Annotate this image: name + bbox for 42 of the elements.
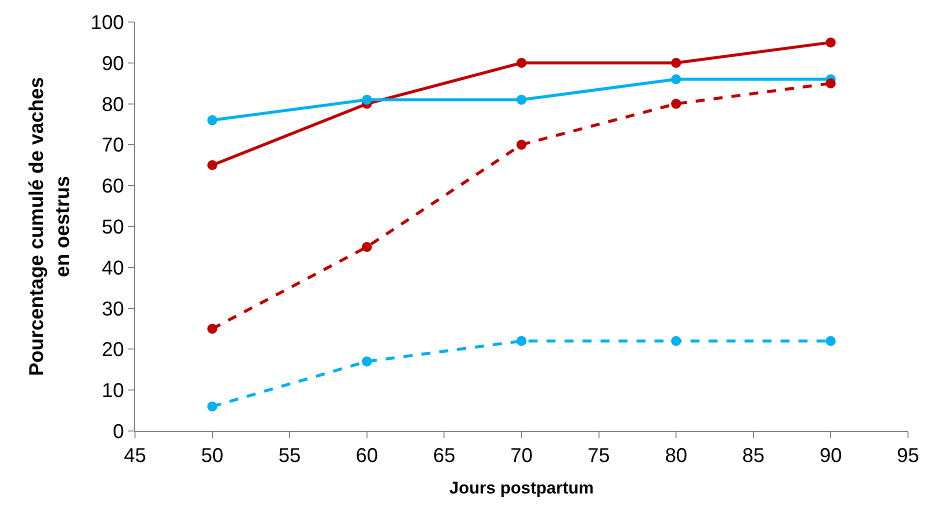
point <box>516 58 526 68</box>
y-tick-label: 100 <box>90 12 124 34</box>
point <box>362 356 372 366</box>
x-tick-label: 55 <box>278 445 301 467</box>
y-tick-label: 90 <box>102 52 124 75</box>
x-axis-title: Jours postpartum <box>449 478 594 498</box>
y-axis-title: Pourcentage cumulé de vaches en oestrus <box>26 76 74 376</box>
y-tick-label: 50 <box>102 216 124 238</box>
point <box>671 74 682 84</box>
y-tick-label: 40 <box>102 257 124 280</box>
point <box>207 115 218 126</box>
point <box>207 160 218 170</box>
point <box>207 324 218 334</box>
point <box>826 336 836 346</box>
x-tick-label: 75 <box>588 445 610 467</box>
point <box>516 140 526 150</box>
x-tick-label: 90 <box>820 445 842 467</box>
x-tick-label: 45 <box>124 445 146 467</box>
x-tick-label: 80 <box>664 445 688 467</box>
point <box>516 94 526 105</box>
y-tick-label: 20 <box>102 339 124 362</box>
point <box>207 401 218 412</box>
point <box>671 58 682 68</box>
point <box>671 98 682 109</box>
y-tick-label: 10 <box>102 380 124 402</box>
point <box>362 242 372 252</box>
x-tick-label: 65 <box>433 445 456 467</box>
x-tick-label: 85 <box>742 445 765 467</box>
point <box>826 78 836 88</box>
y-tick-label: 80 <box>102 94 124 116</box>
y-tick-label: 0 <box>112 421 124 443</box>
y-tick-label: 30 <box>102 298 124 320</box>
point <box>826 37 836 48</box>
point <box>362 94 372 105</box>
y-tick-label: 70 <box>102 134 124 157</box>
x-tick-label: 95 <box>896 445 920 467</box>
point <box>516 336 526 346</box>
x-tick-label: 60 <box>356 445 378 467</box>
x-tick-label: 50 <box>201 445 224 467</box>
point <box>671 336 682 346</box>
y-tick-label: 60 <box>102 176 124 198</box>
x-tick-label: 70 <box>510 445 533 467</box>
